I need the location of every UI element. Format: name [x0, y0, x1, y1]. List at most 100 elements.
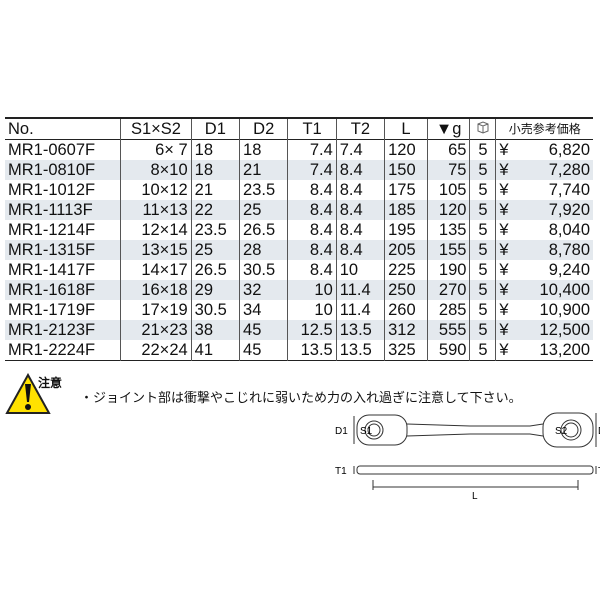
price-value: 7,920 [548, 201, 590, 219]
warning-label: 注意 [38, 376, 63, 390]
column-header: 小売参考価格 [495, 118, 593, 140]
table-cell: 22×24 [120, 340, 192, 361]
price-cell: ¥7,920 [495, 200, 593, 220]
table-cell: 5 [469, 180, 496, 200]
table-cell: 13.5 [335, 320, 385, 340]
table-cell: 8.4 [335, 160, 385, 180]
price-value: 9,240 [548, 261, 590, 279]
table-cell: 30.5 [190, 300, 240, 320]
label-d2: D2 [598, 426, 600, 437]
table-cell: MR1-0810F [8, 161, 96, 179]
table-cell: 105 [426, 180, 470, 200]
label-l: L [472, 491, 478, 500]
table-cell: 225 [384, 260, 428, 280]
table-row: MR1-2224F 22×24 41 45 13.5 13.5 325 590 5 ¥13,200 [5, 340, 593, 361]
table-row: MR1-1214F 12×14 23.5 26.5 8.4 8.4 195 135 5 ¥8,04… [5, 220, 593, 240]
column-header: L [384, 118, 428, 140]
table-cell: 5 [469, 160, 496, 180]
table-cell: 10 [335, 260, 385, 280]
table-cell: 8.4 [287, 220, 337, 240]
table-cell: 30.5 [239, 260, 288, 280]
yen-sign: ¥ [499, 341, 509, 359]
table-cell: 155 [426, 240, 470, 260]
table-cell: 21 [239, 160, 288, 180]
column-header: D1 [190, 118, 240, 140]
price-cell: ¥9,240 [495, 260, 593, 280]
table-cell: 32 [239, 280, 288, 300]
table-cell: 120 [426, 200, 470, 220]
table-cell: MR1-1214F [8, 221, 96, 239]
table-cell: 185 [384, 200, 428, 220]
price-value: 10,400 [539, 281, 590, 299]
table-cell: 18 [190, 139, 240, 160]
table-cell: 195 [384, 220, 428, 240]
table-cell: 7.4 [287, 139, 337, 160]
table-cell: 190 [426, 260, 470, 280]
table-cell: 14×17 [120, 260, 192, 280]
table-cell: 18 [239, 139, 288, 160]
price-cell: ¥8,780 [495, 240, 593, 260]
table-row: MR1-1315F 13×15 25 28 8.4 8.4 205 155 5 ¥8,780 [5, 240, 593, 260]
table-cell: 5 [469, 139, 496, 160]
price-value: 7,740 [548, 181, 590, 199]
column-header: S1×S2 [120, 118, 192, 140]
price-value: 12,500 [539, 321, 590, 339]
table-cell: 11.4 [335, 280, 385, 300]
table-cell: 21×23 [120, 320, 192, 340]
table-row: MR1-1012F 10×12 21 23.5 8.4 8.4 175 105 5 ¥7,740 [5, 180, 593, 200]
table-cell: MR1-1315F [8, 241, 96, 259]
table-cell: 5 [469, 300, 496, 320]
table-cell: MR1-1618F [8, 281, 96, 299]
table-cell: MR1-1719F [8, 301, 96, 319]
warning-icon [5, 373, 51, 414]
table-cell: 6× 7 [120, 139, 192, 160]
yen-sign: ¥ [499, 161, 509, 179]
table-cell: 8.4 [287, 180, 337, 200]
table-cell: 10 [287, 300, 337, 320]
table-cell: 270 [426, 280, 470, 300]
price-cell: ¥7,280 [495, 160, 593, 180]
yen-sign: ¥ [499, 281, 509, 299]
table-cell: 8.4 [335, 200, 385, 220]
table-row: MR1-0607F 6× 7 18 18 7.4 7.4 120 65 5 ¥6,820 [5, 139, 593, 160]
table-cell: 5 [469, 200, 496, 220]
table-cell: 13.5 [287, 340, 337, 361]
table-cell: 25 [190, 240, 240, 260]
table-cell: 555 [426, 320, 470, 340]
price-value: 13,200 [539, 341, 590, 359]
table-cell: 325 [384, 340, 428, 361]
table-cell: 13×15 [120, 240, 192, 260]
warning-text: ・ジョイント部は衝撃やこじれに弱いため力の入れ過ぎに注意して下さい。 [80, 391, 522, 406]
yen-sign: ¥ [499, 301, 509, 319]
column-header: D2 [239, 118, 288, 140]
yen-sign: ¥ [499, 321, 509, 339]
table-cell: 250 [384, 280, 428, 300]
yen-sign: ¥ [499, 141, 509, 159]
table-cell: 8.4 [335, 220, 385, 240]
table-cell: 26.5 [239, 220, 288, 240]
table-cell: 8.4 [287, 200, 337, 220]
table-cell: 23.5 [190, 220, 240, 240]
table-cell: 12×14 [120, 220, 192, 240]
table-cell: 65 [426, 139, 470, 160]
column-header: T2 [335, 118, 385, 140]
column-header: T1 [287, 118, 337, 140]
table-cell: MR1-1417F [8, 261, 96, 279]
table-cell: 5 [469, 340, 496, 361]
price-value: 8,040 [548, 221, 590, 239]
table-cell: 45 [239, 320, 288, 340]
table-cell: 590 [426, 340, 470, 361]
table-cell: 26.5 [190, 260, 240, 280]
yen-sign: ¥ [499, 201, 509, 219]
price-value: 7,280 [548, 161, 590, 179]
table-cell: 21 [190, 180, 240, 200]
yen-sign: ¥ [499, 221, 509, 239]
table-cell: 17×19 [120, 300, 192, 320]
price-cell: ¥10,400 [495, 280, 593, 300]
table-cell: 11.4 [335, 300, 385, 320]
table-cell: 175 [384, 180, 428, 200]
label-t2: T2 [598, 466, 600, 477]
table-cell: 8.4 [335, 180, 385, 200]
table-cell: 285 [426, 300, 470, 320]
table-cell: 5 [469, 320, 496, 340]
